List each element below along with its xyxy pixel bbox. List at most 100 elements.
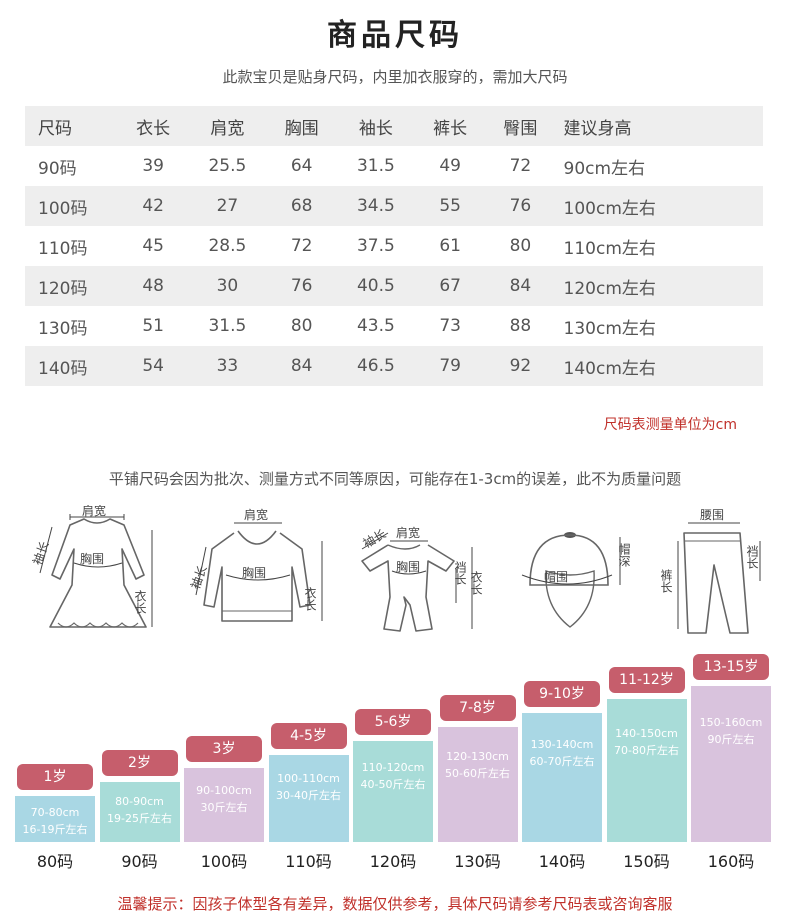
table-cell: 88 [509, 316, 532, 336]
hoodie-chest-label: 胸围 [242, 565, 266, 580]
column-header: 裤长 [415, 106, 486, 146]
column-header: 肩宽 [188, 106, 267, 146]
size-label: 80码 [36, 852, 74, 871]
weight-range: 30-40斤左右 [276, 789, 341, 803]
size-label: 140码 [538, 852, 586, 871]
weight-range: 70-80斤左右 [614, 744, 679, 758]
column-header: 臀围 [485, 106, 556, 146]
size-label: 90码 [121, 852, 158, 871]
table-cell: 90cm左右 [563, 158, 646, 179]
column-header: 尺码 [25, 106, 118, 146]
table-cell: 84 [266, 346, 337, 386]
age-bar: 90-100cm 30斤左右 [184, 768, 264, 842]
romper-diagram: 肩宽 袖长 胸围 裆长 衣长 [348, 505, 498, 640]
table-cell: 80 [290, 316, 313, 336]
table-cell: 72 [509, 156, 532, 176]
height-range: 130-140cm [530, 738, 594, 752]
height-range: 150-160cm [699, 715, 763, 729]
table-row: 130码 51 31.5 80 43.5 73 88 130cm左右 [25, 306, 763, 346]
table-cell: 40.5 [336, 266, 415, 306]
table-cell: 120cm左右 [555, 266, 763, 306]
size-label: 120码 [369, 852, 417, 871]
table-cell: 140码 [25, 346, 118, 386]
age-tag: 4-5岁 [270, 722, 347, 749]
size-label: 130码 [454, 852, 501, 871]
table-cell: 30 [188, 266, 267, 306]
age-tag: 13-15岁 [693, 653, 769, 680]
age-tag: 2岁 [101, 750, 178, 777]
table-cell: 79 [415, 346, 486, 386]
age-bar: 120-130cm 50-60斤左右 [437, 727, 518, 842]
age-tag: 1岁 [17, 764, 93, 790]
age-bar: 80-90cm 19-25斤左右 [99, 782, 180, 842]
size-label: 110码 [285, 852, 332, 871]
table-cell: 90码 [38, 158, 77, 179]
dress-shoulder-label: 肩宽 [82, 505, 106, 518]
table-cell: 73 [439, 316, 461, 336]
height-range: 100-110cm [277, 772, 340, 786]
romper-crotch-label: 裆长 [453, 561, 467, 585]
weight-range: 16-19斤左右 [22, 823, 88, 837]
column-header: 衣长 [118, 106, 189, 146]
table-cell: 67 [415, 266, 486, 306]
table-cell: 84 [485, 266, 556, 306]
hat-depth-label: 帽深 [617, 542, 631, 567]
table-cell: 48 [118, 266, 189, 306]
height-range: 90-100cm [196, 783, 252, 797]
dress-diagram: 肩宽 袖长 胸围 衣长 [22, 505, 172, 640]
age-bar: 140-150cm 70-80斤左右 [606, 699, 687, 842]
age-bar: 110-120cm 40-50斤左右 [353, 740, 433, 842]
table-cell: 33 [188, 346, 267, 386]
hoodie-length-label: 衣长 [303, 586, 317, 611]
unit-note: 尺码表测量单位为cm [603, 417, 737, 433]
table-cell: 130码 [38, 318, 88, 339]
weight-range: 90斤左右 [707, 732, 755, 746]
pants-crotch-label: 裆长 [745, 545, 759, 569]
table-cell: 45 [142, 236, 164, 256]
height-range: 110-120cm [361, 761, 425, 775]
weight-range: 30斤左右 [200, 800, 248, 814]
table-cell: 55 [415, 186, 486, 226]
table-cell: 31.5 [356, 156, 395, 176]
dress-sleeve-label: 袖长 [29, 539, 51, 567]
table-cell: 72 [290, 236, 313, 256]
table-cell: 39 [142, 156, 164, 176]
table-cell: 76 [485, 186, 556, 226]
measurement-note: 平铺尺码会因为批次、测量方式不同等原因，可能存在1-3cm的误差，此不为质量问题 [108, 470, 682, 488]
table-cell: 100码 [25, 186, 118, 226]
table-cell: 80 [509, 236, 532, 256]
table-cell: 42 [118, 186, 189, 226]
table-cell: 25.5 [208, 156, 247, 176]
column-header: 胸围 [266, 106, 337, 146]
age-bar: 70-80cm 16-19斤左右 [15, 796, 95, 842]
table-row: 120码 48 30 76 40.5 67 84 120cm左右 [25, 266, 763, 306]
table-header-row: 尺码 衣长 肩宽 胸围 袖长 裤长 臀围 建议身高 [25, 106, 763, 146]
pants-length-label: 裤长 [659, 569, 673, 593]
table-cell: 61 [439, 236, 461, 256]
size-label: 150码 [623, 852, 670, 871]
size-table: 尺码 衣长 肩宽 胸围 袖长 裤长 臀围 建议身高 90码 39 25.5 64… [25, 106, 763, 386]
page-title: 商品尺码 [327, 18, 463, 53]
dress-length-label: 衣长 [133, 589, 147, 614]
weight-range: 60-70斤左右 [529, 755, 595, 769]
weight-range: 40-50斤左右 [360, 778, 426, 792]
table-cell: 43.5 [356, 316, 395, 336]
hat-diagram: 帽围 帽深 [508, 505, 648, 640]
column-header: 建议身高 [555, 106, 763, 146]
hoodie-diagram: 肩宽 袖长 胸围 衣长 [182, 505, 332, 640]
table-cell: 140cm左右 [555, 346, 763, 386]
dress-chest-label: 胸围 [80, 551, 104, 566]
table-cell: 76 [266, 266, 337, 306]
table-cell: 27 [188, 186, 267, 226]
weight-range: 19-25斤左右 [107, 811, 172, 825]
age-tag: 7-8岁 [439, 695, 516, 721]
table-cell: 37.5 [356, 236, 395, 256]
column-header: 袖长 [336, 106, 415, 146]
height-range: 120-130cm [446, 749, 509, 763]
hat-circumference-label: 帽围 [544, 569, 568, 584]
age-bar: 130-140cm 60-70斤左右 [522, 713, 602, 842]
weight-range: 50-60斤左右 [445, 766, 510, 780]
table-cell: 54 [118, 346, 189, 386]
table-cell: 34.5 [336, 186, 415, 226]
table-cell: 68 [266, 186, 337, 226]
